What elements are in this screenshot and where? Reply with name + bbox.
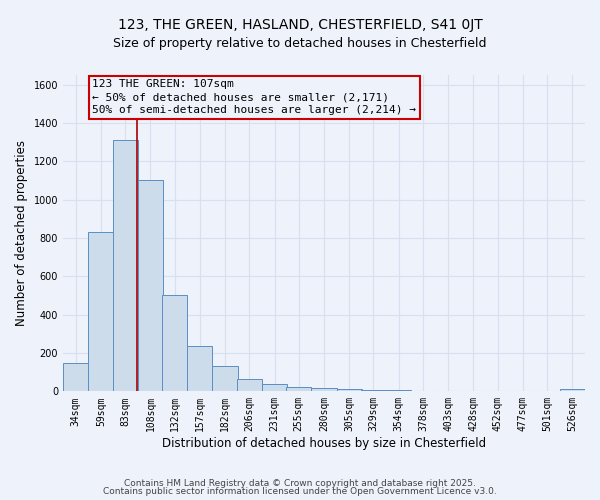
Bar	[361, 390, 386, 392]
X-axis label: Distribution of detached houses by size in Chesterfield: Distribution of detached houses by size …	[162, 437, 486, 450]
Bar	[63, 362, 88, 392]
Bar	[187, 346, 212, 392]
Y-axis label: Number of detached properties: Number of detached properties	[15, 140, 28, 326]
Bar	[262, 384, 287, 392]
Text: Contains public sector information licensed under the Open Government Licence v3: Contains public sector information licen…	[103, 487, 497, 496]
Bar	[311, 388, 337, 392]
Bar	[212, 366, 238, 392]
Bar	[88, 232, 113, 392]
Text: Contains HM Land Registry data © Crown copyright and database right 2025.: Contains HM Land Registry data © Crown c…	[124, 478, 476, 488]
Bar	[236, 379, 262, 392]
Bar	[286, 386, 311, 392]
Bar	[162, 296, 187, 392]
Text: Size of property relative to detached houses in Chesterfield: Size of property relative to detached ho…	[113, 38, 487, 51]
Text: 123, THE GREEN, HASLAND, CHESTERFIELD, S41 0JT: 123, THE GREEN, HASLAND, CHESTERFIELD, S…	[118, 18, 482, 32]
Bar	[410, 391, 436, 392]
Text: 123 THE GREEN: 107sqm
← 50% of detached houses are smaller (2,171)
50% of semi-d: 123 THE GREEN: 107sqm ← 50% of detached …	[92, 79, 416, 115]
Bar	[113, 140, 138, 392]
Bar	[337, 390, 362, 392]
Bar	[560, 390, 585, 392]
Bar	[386, 390, 412, 392]
Bar	[138, 180, 163, 392]
